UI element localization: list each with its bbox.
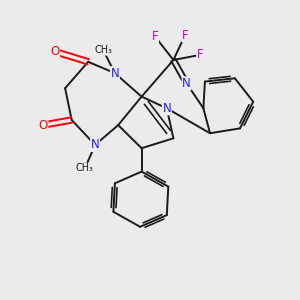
Text: N: N xyxy=(91,138,100,152)
Text: N: N xyxy=(182,77,191,90)
Text: CH₃: CH₃ xyxy=(94,45,112,55)
Text: CH₃: CH₃ xyxy=(76,163,94,173)
Text: F: F xyxy=(182,28,188,42)
Text: O: O xyxy=(39,118,48,132)
Text: N: N xyxy=(110,67,119,80)
Text: O: O xyxy=(50,45,59,58)
Text: F: F xyxy=(152,30,158,43)
Text: F: F xyxy=(197,48,203,62)
Text: N: N xyxy=(162,102,171,115)
